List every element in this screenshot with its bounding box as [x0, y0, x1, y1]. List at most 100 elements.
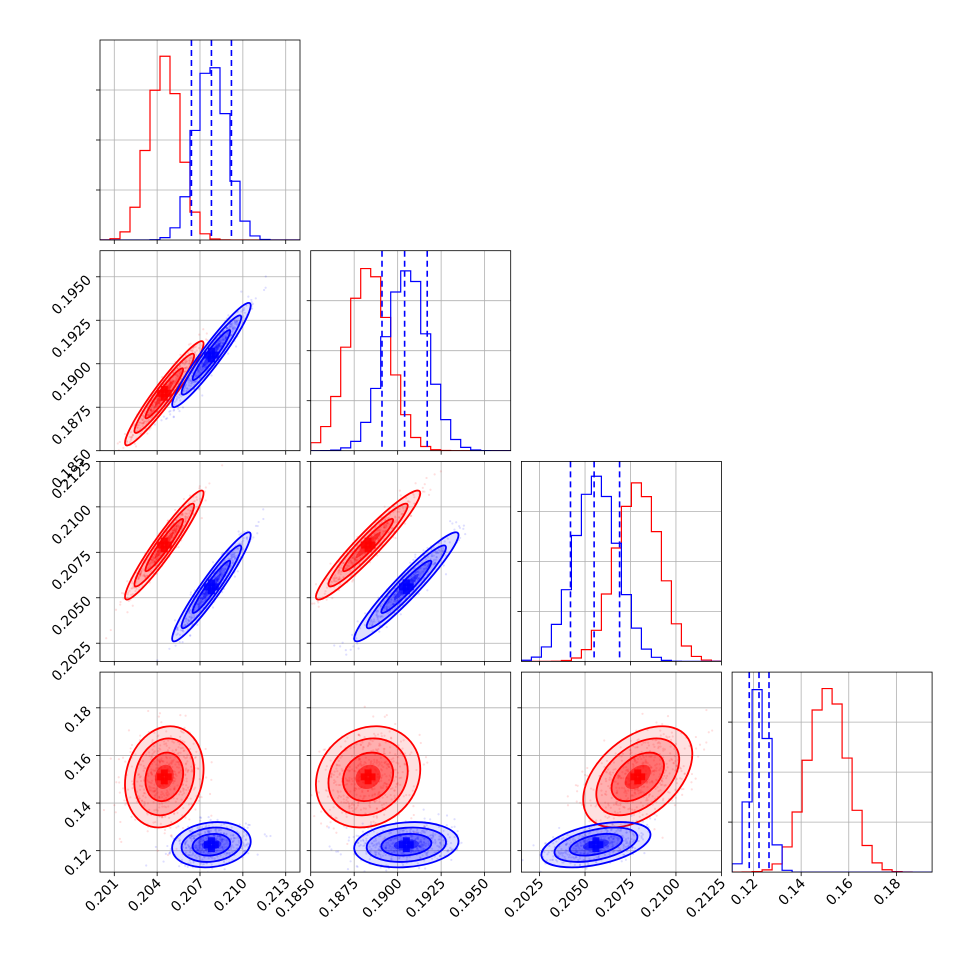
scatter-point-red — [384, 783, 388, 786]
scatter-point-blue — [424, 557, 428, 561]
scatter-point-red — [194, 786, 197, 789]
density-peak-blue — [402, 579, 410, 587]
scatter-point-red — [150, 773, 154, 776]
scatter-point-blue — [232, 328, 235, 331]
scatter-point-red — [379, 535, 382, 539]
scatter-point-red — [293, 616, 295, 618]
scatter-point-blue — [247, 843, 250, 846]
scatter-point-red — [130, 436, 133, 440]
scatter-point-red — [154, 560, 157, 563]
scatter-point-blue — [199, 597, 203, 600]
scatter-point-red — [362, 746, 365, 749]
scatter-point-blue — [219, 346, 222, 349]
scatter-point-red — [175, 826, 178, 829]
scatter-point-red — [383, 761, 386, 764]
scatter-point-blue — [422, 847, 425, 850]
scatter-point-red — [121, 451, 123, 453]
scatter-point-red — [172, 780, 175, 783]
scatter-point-red — [405, 496, 408, 500]
scatter-point-red — [403, 762, 406, 765]
scatter-point-red — [156, 404, 159, 407]
scatter-point-blue — [194, 844, 198, 847]
scatter-point-red — [394, 516, 397, 519]
density-peak-blue — [204, 841, 212, 849]
scatter-point-blue — [234, 320, 237, 323]
scatter-point-blue — [356, 620, 359, 623]
scatter-point-blue — [228, 325, 231, 328]
scatter-point-blue — [378, 624, 381, 628]
scatter-point-blue — [188, 836, 191, 839]
scatter-point-red — [174, 530, 177, 533]
scatter-point-red — [131, 604, 134, 607]
scatter-point-red — [351, 561, 354, 564]
density-peak-red — [164, 773, 172, 781]
scatter-point-red — [353, 789, 357, 792]
scatter-point-red — [381, 774, 384, 777]
scatter-point-red — [379, 756, 382, 759]
scatter-point-red — [383, 782, 386, 785]
scatter-point-blue — [250, 300, 253, 304]
scatter-point-blue — [233, 557, 236, 561]
scatter-point-red — [130, 593, 133, 596]
scatter-point-red — [329, 562, 332, 565]
panel-0-0 — [96, 39, 301, 244]
scatter-point-blue — [341, 641, 344, 644]
scatter-point-red — [163, 815, 167, 818]
scatter-point-blue — [244, 838, 247, 842]
scatter-point-red — [151, 779, 154, 782]
scatter-point-red — [176, 375, 179, 378]
scatter-point-red — [189, 757, 192, 760]
scatter-point-blue — [223, 568, 226, 571]
scatter-point-red — [161, 805, 164, 808]
scatter-point-blue — [220, 838, 223, 841]
scatter-point-red — [138, 797, 141, 800]
scatter-point-red — [176, 366, 179, 370]
scatter-point-red — [397, 744, 400, 747]
scatter-point-red — [133, 586, 136, 589]
scatter-point-red — [153, 406, 156, 410]
scatter-point-red — [175, 847, 178, 851]
scatter-point-blue — [439, 550, 442, 553]
scatter-point-blue — [200, 368, 203, 371]
scatter-point-red — [384, 741, 387, 744]
scatter-point-red — [139, 573, 142, 576]
scatter-point-blue — [383, 836, 386, 839]
scatter-point-blue — [389, 845, 392, 848]
scatter-point-red — [118, 791, 121, 794]
scatter-point-red — [153, 405, 156, 409]
scatter-point-blue — [220, 846, 224, 849]
density-peak-red — [160, 769, 168, 777]
scatter-point-blue — [220, 574, 223, 577]
scatter-point-red — [165, 793, 168, 796]
scatter-point-red — [160, 793, 163, 796]
scatter-point-red — [383, 526, 386, 529]
scatter-point-red — [335, 817, 338, 820]
scatter-point-red — [374, 748, 378, 751]
scatter-point-blue — [380, 614, 383, 618]
scatter-point-blue — [426, 564, 430, 567]
scatter-point-blue — [187, 381, 191, 384]
scatter-point-blue — [197, 850, 200, 853]
scatter-point-blue — [199, 816, 203, 819]
scatter-point-red — [148, 789, 151, 792]
scatter-point-blue — [197, 388, 201, 391]
scatter-point-blue — [206, 851, 210, 855]
density-peak-blue — [211, 351, 219, 359]
scatter-point-red — [182, 755, 185, 758]
scatter-point-red — [150, 771, 153, 774]
scatter-point-blue — [432, 562, 435, 566]
scatter-point-blue — [176, 628, 180, 632]
scatter-point-red — [385, 524, 388, 527]
scatter-point-blue — [219, 571, 222, 574]
scatter-point-red — [165, 796, 168, 800]
scatter-point-red — [409, 514, 412, 517]
histogram-blue — [310, 270, 511, 451]
scatter-point-red — [178, 735, 182, 738]
scatter-point-blue — [204, 598, 207, 601]
scatter-point-red — [324, 748, 327, 751]
scatter-point-red — [205, 776, 208, 779]
density-peak-red — [160, 385, 168, 393]
scatter-point-red — [373, 758, 376, 761]
scatter-point-red — [355, 766, 358, 770]
density-peak-blue — [398, 583, 406, 591]
